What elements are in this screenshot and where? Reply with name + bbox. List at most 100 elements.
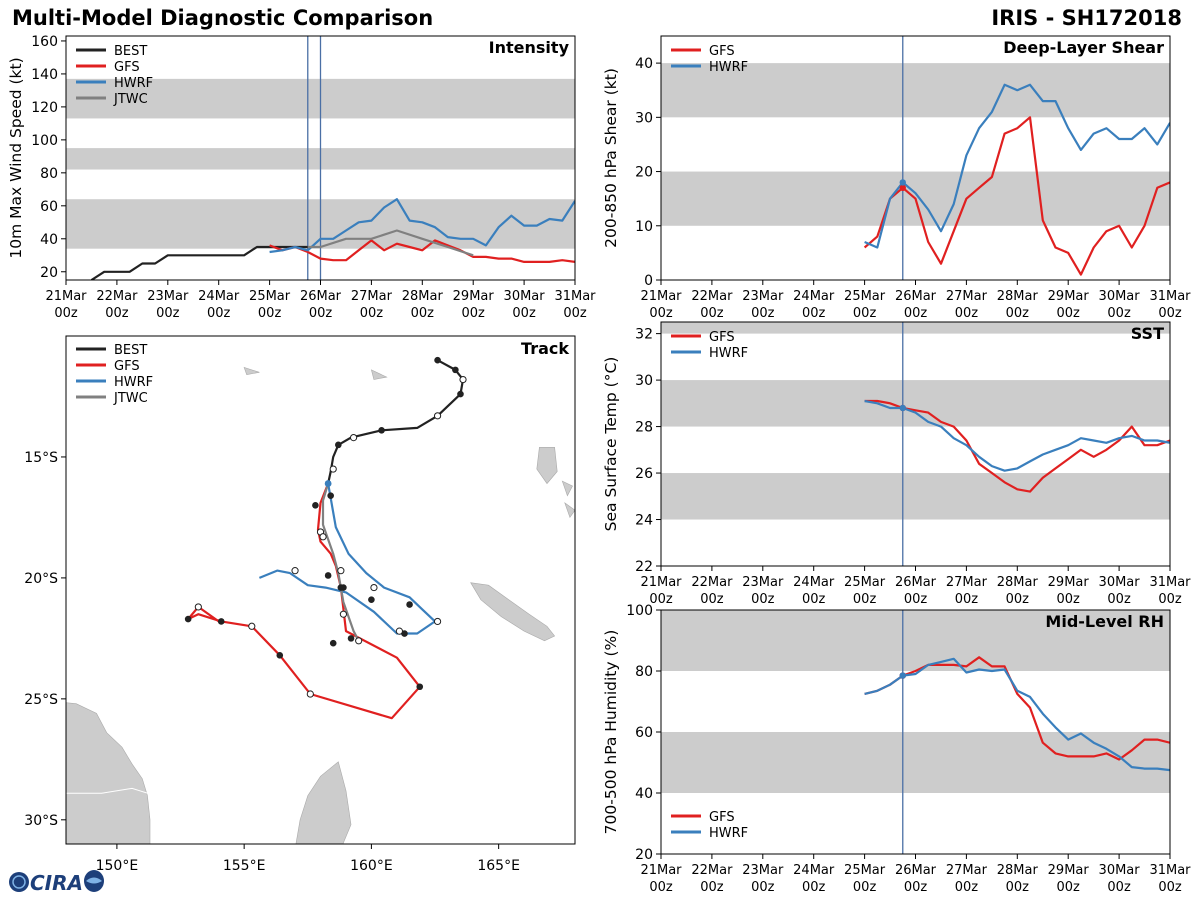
rh-xtick-label: 22Mar 00z [691, 863, 733, 895]
sst-xtick-label: 24Mar 00z [793, 575, 835, 607]
sst-series-gfs [864, 399, 1170, 493]
logo-text: CIRA [30, 871, 83, 895]
track-point-filled-gfs [217, 618, 225, 625]
track-ytick-label: 15°S [24, 450, 58, 466]
track-legend-label: GFS [114, 359, 140, 374]
track-point-open-hwrf [337, 567, 345, 575]
shear-title: Deep-Layer Shear [1003, 38, 1164, 57]
shear-ytick-label: 40 [635, 56, 653, 72]
track-point-open-best [433, 412, 442, 420]
rh-legend-label: HWRF [709, 826, 748, 841]
intensity-series-jtwc [307, 229, 474, 257]
sst-ytick-label: 28 [635, 420, 653, 436]
track-point-filled-best [457, 390, 464, 398]
shear-xtick-label: 21Mar 00z [640, 289, 682, 321]
track-xtick-label: 160°E [350, 858, 393, 874]
track-panel: 150°E 155°E 160°E 165°E 15°S 20°S 25°S 30°S Trac… [24, 335, 576, 874]
rennell-island [243, 366, 260, 376]
rh-ytick-label: 100 [626, 603, 653, 619]
track-point-open-jtwc [355, 637, 363, 645]
track-series-jtwc [321, 483, 360, 642]
intensity-xtick-label: 21Mar 00z [45, 289, 87, 321]
track-point-filled-jtwc [329, 639, 337, 647]
intensity-ytick-label: 80 [40, 166, 58, 182]
sst-ytick-label: 30 [635, 373, 653, 389]
rh-xtick-label: 26Mar 00z [895, 863, 937, 895]
vanuatu-island-3 [564, 502, 575, 519]
sst-band-2 [661, 322, 1170, 334]
track-point-open-best [329, 465, 337, 473]
track-point-open-jtwc [319, 533, 327, 541]
sst-xtick-label: 25Mar 00z [844, 575, 886, 607]
track-xtick-label: 150°E [96, 858, 139, 874]
sst-xtick-label: 28Mar 00z [997, 575, 1039, 607]
rh-ylabel: 700-500 hPa Humidity (%) [602, 630, 620, 835]
intensity-ytick-label: 40 [40, 232, 58, 248]
shear-xtick-label: 26Mar 00z [895, 289, 937, 321]
track-point-open-best [349, 434, 358, 442]
shear-ytick-label: 20 [635, 165, 653, 181]
track-xtick-label: 165°E [477, 858, 520, 874]
intensity-xtick-label: 23Mar 00z [147, 289, 189, 321]
track-point-open-best [459, 375, 467, 384]
rh-band-0 [661, 732, 1170, 793]
track-point-filled-gfs [276, 652, 284, 659]
rh-title: Mid-Level RH [1045, 612, 1164, 631]
rh-series-gfs [864, 656, 1170, 761]
intensity-legend-label: JTWC [113, 92, 148, 107]
shear-legend-label: GFS [709, 44, 735, 59]
sst-ylabel: Sea Surface Temp (°C) [602, 357, 620, 532]
shear-ytick-label: 30 [635, 110, 653, 126]
globe-icon [9, 872, 29, 892]
vanuatu-island-2 [561, 480, 573, 497]
intensity-ytick-label: 20 [40, 265, 58, 281]
track-point-open-hwrf [291, 567, 299, 575]
cira-logo: CIRA [6, 866, 106, 896]
track-point-filled-best [312, 502, 319, 509]
track-ytick-label: 30°S [24, 813, 58, 829]
intensity-xtick-label: 28Mar 00z [402, 289, 444, 321]
intensity-ytick-label: 140 [31, 67, 58, 83]
shear-marker-hwrf [899, 179, 906, 186]
track-series-best [327, 359, 465, 484]
rh-band-1 [661, 610, 1170, 671]
intensity-legend-label: BEST [114, 44, 147, 59]
track-landmasses [66, 366, 575, 844]
rh-ytick-label: 20 [635, 847, 653, 863]
intensity-xtick-label: 27Mar 00z [351, 289, 393, 321]
track-point-open-gfs [306, 690, 314, 698]
intensity-xtick-label: 31Mar 00z [554, 289, 596, 321]
australia-land-east [295, 761, 352, 844]
track-point-filled-hwrf [327, 492, 334, 499]
rh-xtick-label: 21Mar 00z [640, 863, 682, 895]
track-point-filled-jtwc [340, 584, 347, 591]
shear-xtick-label: 29Mar 00z [1048, 289, 1090, 321]
rh-xtick-label: 27Mar 00z [946, 863, 988, 895]
sst-xtick-label: 29Mar 00z [1048, 575, 1090, 607]
intensity-ylabel: 10m Max Wind Speed (kt) [7, 57, 25, 258]
track-point-filled-best [335, 441, 342, 449]
intensity-xtick-label: 24Mar 00z [198, 289, 240, 321]
shear-xtick-label: 22Mar 00z [691, 289, 733, 321]
sst-ytick-label: 24 [635, 513, 653, 529]
islet-1 [370, 369, 388, 380]
intensity-xtick-label: 29Mar 00z [453, 289, 495, 321]
shear-ylabel: 200-850 hPa Shear (kt) [602, 68, 620, 248]
shear-xtick-label: 28Mar 00z [997, 289, 1039, 321]
track-title: Track [521, 339, 569, 358]
track-point-filled-gfs [184, 615, 192, 623]
rh-ytick-label: 60 [635, 725, 653, 741]
intensity-xtick-label: 30Mar 00z [504, 289, 546, 321]
sst-legend-label: GFS [709, 330, 735, 345]
vanuatu-island-1 [536, 447, 558, 485]
intensity-ytick-label: 120 [31, 100, 58, 116]
shear-ytick-label: 10 [635, 219, 653, 235]
track-ytick-label: 20°S [24, 571, 58, 587]
track-point-filled-best [378, 427, 385, 434]
rh-xtick-label: 28Mar 00z [997, 863, 1039, 895]
track-point-filled-best [452, 366, 459, 374]
shear-panel: 0 10 20 30 40 21Mar 00z 22Mar 00z 23Mar 00z 24Mar 00… [602, 35, 1191, 321]
new-caledonia-land [470, 582, 556, 642]
rh-series-hwrf [864, 657, 1170, 772]
